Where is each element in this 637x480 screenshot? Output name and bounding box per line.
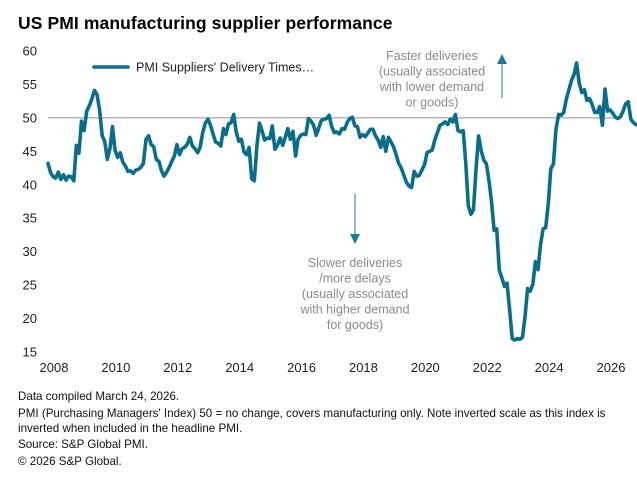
- x-tick-label: 2018: [349, 360, 378, 375]
- legend: PMI Suppliers' Delivery Times…: [92, 61, 314, 75]
- x-tick-label: 2012: [163, 360, 192, 375]
- y-tick-label: 30: [23, 244, 37, 259]
- x-tick-label: 2014: [225, 360, 254, 375]
- x-tick-label: 2026: [597, 360, 626, 375]
- note-source: Source: S&P Global PMI.: [18, 438, 148, 451]
- arrow-down-icon: [350, 194, 360, 244]
- note-copyright: © 2026 S&P Global.: [18, 454, 122, 468]
- annotation-line: for goods): [327, 318, 383, 332]
- note-pmi-definition: PMI (Purchasing Managers' Index) 50 = no…: [18, 406, 606, 435]
- y-tick-label: 20: [23, 311, 37, 326]
- annotation-line: Faster deliveries: [386, 49, 478, 63]
- y-tick-label: 45: [23, 144, 37, 159]
- x-tick-label: 2020: [411, 360, 440, 375]
- y-tick-label: 40: [23, 177, 37, 192]
- y-tick-label: 15: [23, 345, 37, 360]
- line-chart: 60 55 50 45 40 35 30 25 20 15 2008 2010 2012 2014 201…: [23, 44, 637, 375]
- y-axis-ticks: 60 55 50 45 40 35 30 25 20 15: [23, 44, 37, 360]
- annotation-line: /more delays: [319, 272, 391, 286]
- legend-label: PMI Suppliers' Delivery Times…: [136, 61, 314, 75]
- x-tick-label: 2024: [535, 360, 564, 375]
- annotation-line: (usually associated: [302, 287, 408, 301]
- chart-title: US PMI manufacturing supplier performanc…: [18, 13, 393, 33]
- y-tick-label: 35: [23, 211, 37, 226]
- y-tick-label: 60: [23, 44, 37, 59]
- annotation-line: with lower demand: [379, 80, 484, 94]
- annotation-line: (usually associated: [379, 65, 485, 79]
- y-tick-label: 50: [23, 110, 37, 125]
- y-tick-label: 55: [23, 77, 37, 92]
- annotation-slower-deliveries: Slower deliveries/more delays(usually as…: [299, 256, 409, 332]
- x-tick-label: 2008: [40, 360, 69, 375]
- annotation-faster-deliveries: Faster deliveries (usually associatedwith…: [379, 49, 485, 110]
- x-tick-label: 2022: [473, 360, 502, 375]
- note-data-compiled: Data compiled March 24, 2026.: [18, 390, 180, 403]
- arrow-up-icon: [497, 54, 507, 98]
- x-axis-ticks: 2008 2010 2012 2014 2016 2018 2020 2022 2024 2026: [40, 360, 626, 375]
- y-tick-label: 25: [23, 278, 37, 293]
- annotation-line: Slower deliveries: [308, 256, 402, 270]
- annotation-line: with higher demand: [299, 303, 409, 317]
- x-tick-label: 2016: [287, 360, 316, 375]
- footnotes: Data compiled March 24, 2026. PMI (Purch…: [18, 389, 633, 470]
- annotation-line: or goods): [406, 96, 459, 110]
- x-tick-label: 2010: [101, 360, 130, 375]
- series-line-delivery-times: [46, 61, 637, 342]
